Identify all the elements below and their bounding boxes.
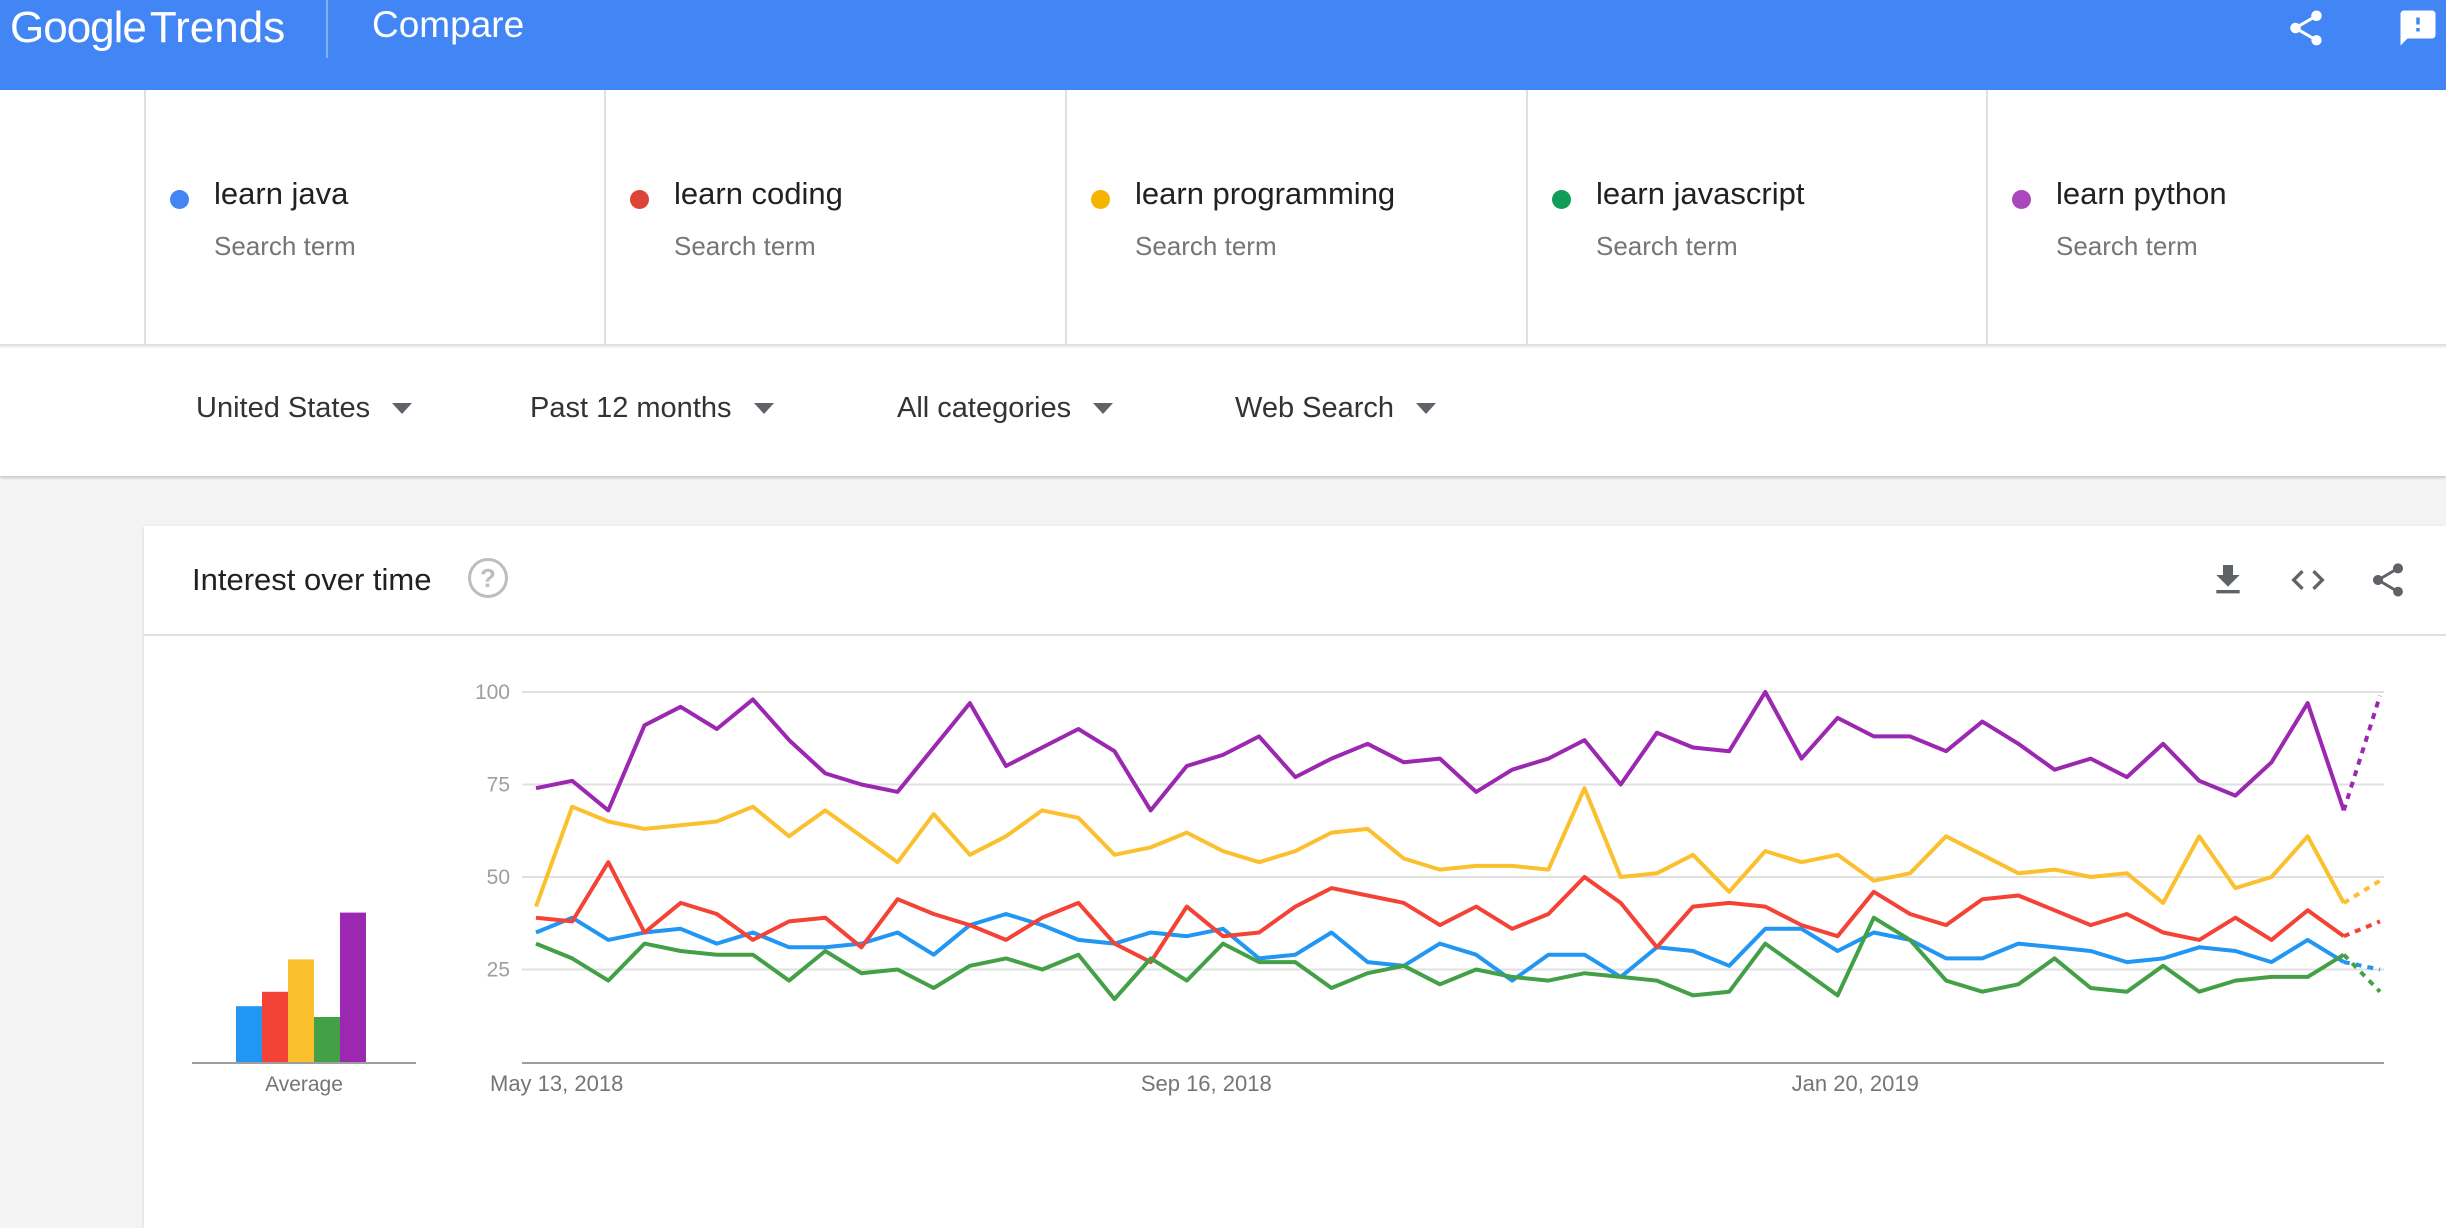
chevron-down-icon: [392, 403, 413, 414]
search-type-dropdown-label: Web Search: [1235, 392, 1395, 424]
average-bar-learn-java: [236, 1006, 262, 1062]
average-axis-label: Average: [265, 1073, 343, 1096]
x-tick-label: Sep 16, 2018: [1141, 1071, 1272, 1096]
region-dropdown[interactable]: United States: [196, 392, 413, 425]
category-dropdown[interactable]: All categories: [897, 392, 1114, 425]
series-partial-segment-learn-programming: [2342, 878, 2382, 905]
card-header: Interest over time ?: [144, 526, 2446, 636]
share-icon[interactable]: [2284, 6, 2328, 50]
search-term-card-python[interactable]: learn python Search term: [1986, 90, 2446, 346]
search-term-card-coding[interactable]: learn coding Search term: [604, 90, 1065, 346]
y-tick-label: 25: [487, 959, 510, 982]
y-tick-label: 50: [487, 866, 510, 889]
chevron-down-icon: [1416, 403, 1437, 414]
category-dropdown-label: All categories: [897, 392, 1072, 424]
search-term-type: Search term: [674, 231, 816, 261]
interest-over-time-card: Interest over time ? Average 25 50 75 100 Ma…: [144, 526, 2446, 1228]
series-color-dot: [170, 190, 189, 209]
series-line-learn-coding: [535, 860, 2345, 965]
average-bar-learn-javascript: [314, 1017, 340, 1062]
help-icon[interactable]: ?: [468, 558, 508, 598]
logo-google-text: Google: [10, 3, 147, 52]
average-bar-learn-programming: [288, 959, 314, 1062]
chevron-down-icon: [753, 403, 774, 414]
search-term-card-javascript[interactable]: learn javascript Search term: [1526, 90, 1986, 346]
series-partial-segment-learn-java: [2343, 960, 2381, 972]
embed-icon[interactable]: [2284, 556, 2332, 604]
line-chart: 25 50 75 100 May 13, 2018 Sep 16, 2018 Jan 20,…: [475, 681, 2384, 1096]
time-range-dropdown-label: Past 12 months: [530, 392, 732, 424]
series-line-learn-javascript: [535, 915, 2345, 1002]
average-bar-learn-coding: [262, 991, 288, 1062]
average-bar-chart: Average: [192, 912, 416, 1096]
header-divider: [326, 0, 328, 58]
series-color-dot: [2012, 190, 2031, 209]
series-partial-segment-learn-python: [2341, 695, 2382, 812]
top-app-bar: Google Trends Compare: [0, 0, 2446, 90]
time-range-dropdown[interactable]: Past 12 months: [530, 392, 774, 425]
series-color-dot: [630, 190, 649, 209]
search-term-name: learn javascript: [1596, 176, 1805, 211]
card-title: Interest over time: [192, 562, 432, 597]
google-trends-logo[interactable]: Google Trends: [10, 0, 285, 56]
search-term-name: learn python: [2056, 176, 2227, 211]
y-tick-label: 100: [475, 681, 510, 704]
search-term-card-programming[interactable]: learn programming Search term: [1065, 90, 1526, 346]
download-icon[interactable]: [2204, 556, 2252, 604]
feedback-icon[interactable]: [2396, 6, 2440, 50]
x-tick-label: Jan 20, 2019: [1792, 1071, 1919, 1096]
search-term-name: learn coding: [674, 176, 843, 211]
search-term-type: Search term: [214, 231, 356, 261]
series-color-dot: [1552, 190, 1571, 209]
interest-over-time-chart: Average 25 50 75 100 May 13, 2018 Sep 16, 201…: [192, 681, 2384, 1096]
page-title: Compare: [372, 4, 525, 45]
search-term-name: learn java: [214, 176, 349, 211]
series-partial-segment-learn-coding: [2343, 919, 2381, 939]
series-line-learn-python: [535, 690, 2346, 813]
filters-bar: United States Past 12 months All categor…: [0, 348, 2446, 476]
series-line-learn-programming: [534, 786, 2346, 908]
share-icon[interactable]: [2364, 556, 2412, 604]
series-line-learn-java: [535, 912, 2345, 983]
logo-trends-text: Trends: [149, 3, 286, 52]
search-type-dropdown[interactable]: Web Search: [1235, 392, 1437, 425]
y-tick-label: 75: [487, 774, 510, 797]
chevron-down-icon: [1093, 403, 1114, 414]
search-term-name: learn programming: [1135, 176, 1396, 211]
search-term-card-java[interactable]: learn java Search term: [144, 90, 604, 346]
search-terms-bar: learn java Search term learn coding Sear…: [0, 90, 2446, 346]
region-dropdown-label: United States: [196, 392, 371, 424]
search-term-type: Search term: [1135, 231, 1277, 261]
series-partial-segment-learn-javascript: [2342, 953, 2382, 994]
average-bar-learn-python: [340, 912, 366, 1062]
x-tick-label: May 13, 2018: [490, 1071, 623, 1096]
search-term-type: Search term: [2056, 231, 2198, 261]
search-term-type: Search term: [1596, 231, 1738, 261]
series-color-dot: [1091, 190, 1110, 209]
